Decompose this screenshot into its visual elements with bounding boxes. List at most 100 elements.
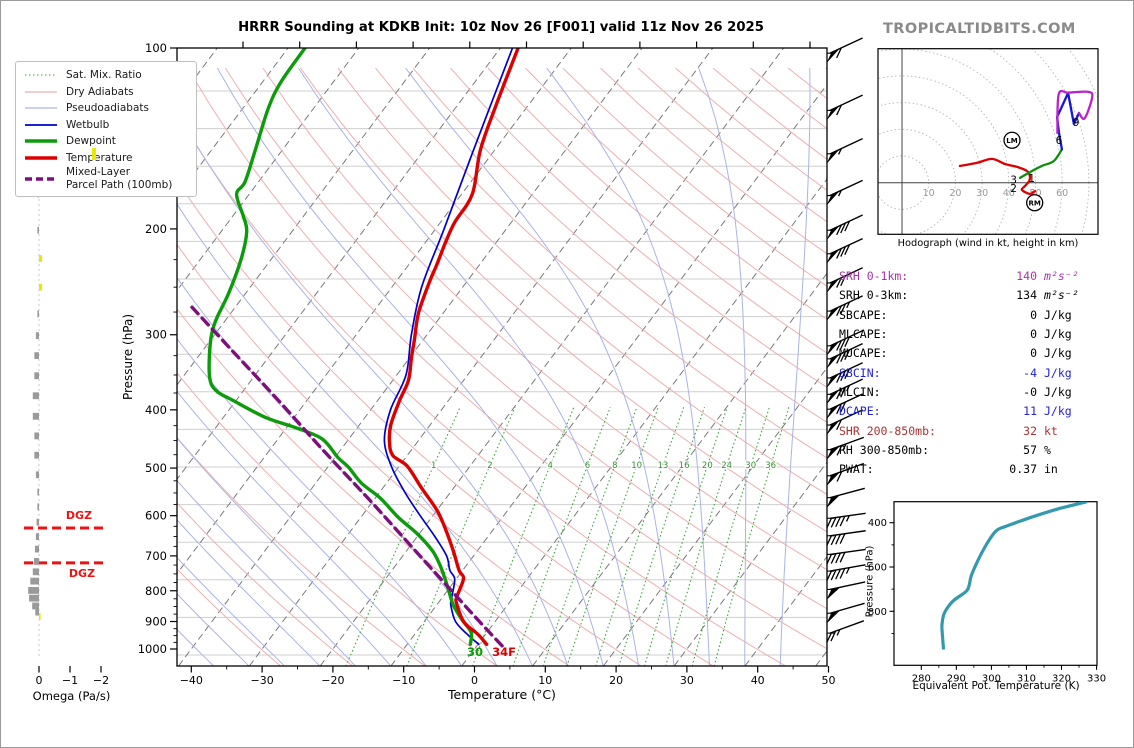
- legend-item-6: Mixed-Layer Parcel Path (100mb): [24, 166, 196, 191]
- svg-text:10: 10: [923, 188, 935, 199]
- legend-label: Sat. Mix. Ratio: [66, 69, 142, 81]
- hodograph: 10 20 30 40 50 60 123 69 RM LM: [877, 48, 1099, 235]
- legend-label: Pseudoadiabats: [66, 102, 149, 114]
- legend-label: Mixed-Layer Parcel Path (100mb): [66, 166, 173, 191]
- stat-unit: J/kg: [1044, 346, 1072, 361]
- svg-text:60: 60: [1056, 188, 1068, 199]
- stat-value: 0.37: [1009, 462, 1037, 477]
- svg-text:−20: −20: [321, 674, 344, 687]
- svg-text:16: 16: [679, 461, 690, 471]
- sounding-curves: [190, 48, 520, 649]
- svg-text:290: 290: [947, 673, 966, 684]
- legend-swatch: [25, 139, 57, 143]
- stat-value: 0: [1030, 346, 1037, 361]
- thetae-pressure-label: Pressure (hPa): [864, 545, 876, 618]
- svg-text:40: 40: [1003, 188, 1015, 199]
- stat-row-srh-0-3km: SRH 0-3km: 134 m²s⁻²: [839, 286, 1131, 305]
- stat-label: MLCIN:: [839, 385, 881, 400]
- svg-text:200: 200: [145, 222, 167, 236]
- pseudoadiabats: [177, 67, 811, 666]
- svg-text:700: 700: [145, 549, 167, 563]
- hodograph-caption: Hodograph (wind in kt, height in km): [897, 238, 1079, 249]
- svg-text:30: 30: [976, 188, 988, 199]
- wetbulb-curve: [383, 48, 514, 646]
- stat-row-mlcin: MLCIN: -0 J/kg: [839, 383, 1131, 402]
- svg-text:−2: −2: [93, 674, 109, 687]
- legend-item-3: Wetbulb: [24, 117, 196, 134]
- svg-text:24: 24: [721, 461, 732, 471]
- legend-label: Temperature: [66, 151, 133, 164]
- legend-label: Wetbulb: [66, 118, 110, 131]
- svg-text:400: 400: [145, 403, 167, 417]
- omega-axis-label: Omega (Pa/s): [32, 689, 111, 703]
- svg-text:36: 36: [765, 461, 776, 471]
- svg-text:1: 1: [1028, 173, 1035, 185]
- svg-text:10: 10: [538, 674, 552, 687]
- svg-text:0: 0: [36, 674, 43, 687]
- stat-value: 32: [1023, 423, 1037, 438]
- temperature-curve: [387, 48, 520, 646]
- stat-unit: m²s⁻²: [1044, 288, 1079, 303]
- legend-item-4: Dewpoint: [24, 133, 196, 150]
- stat-label: SHR 200-850mb:: [839, 423, 936, 438]
- svg-text:50: 50: [1029, 188, 1041, 199]
- svg-text:30: 30: [680, 674, 694, 687]
- stat-label: RH 300-850mb:: [839, 443, 930, 458]
- svg-text:40: 40: [751, 674, 765, 687]
- svg-text:330: 330: [1087, 673, 1106, 684]
- svg-text:10: 10: [631, 461, 642, 471]
- svg-text:1: 1: [431, 461, 436, 471]
- legend-item-0: Sat. Mix. Ratio: [24, 67, 196, 84]
- legend-yellow-tick: [92, 148, 96, 160]
- stat-row-mlcape: MLCAPE: 0 J/kg: [839, 325, 1131, 344]
- stat-unit: J/kg: [1044, 404, 1072, 419]
- svg-text:800: 800: [145, 584, 167, 598]
- svg-text:500: 500: [145, 461, 167, 475]
- skewt-background: 1 2 4 6 8 10 13 16 20 24 30 36: [177, 48, 827, 666]
- svg-text:800: 800: [868, 607, 887, 618]
- dewpoint-curve: [207, 48, 474, 646]
- svg-text:280: 280: [912, 673, 931, 684]
- stat-label: SBCAPE:: [839, 307, 888, 322]
- stat-value: -4: [1023, 365, 1037, 380]
- svg-text:30: 30: [745, 461, 756, 471]
- svg-text:900: 900: [145, 614, 167, 628]
- svg-text:320: 320: [1052, 673, 1071, 684]
- legend-swatch: [25, 107, 57, 109]
- svg-text:2: 2: [1010, 183, 1017, 195]
- stat-value: 57: [1023, 443, 1037, 458]
- stat-label: PWAT:: [839, 462, 874, 477]
- stat-unit: J/kg: [1044, 307, 1072, 322]
- surface-temperature-label: 34F: [492, 645, 516, 659]
- legend-item-5: Temperature: [24, 150, 196, 167]
- stat-label: DCAPE:: [839, 404, 881, 419]
- svg-text:0: 0: [471, 674, 478, 687]
- svg-text:13: 13: [657, 461, 668, 471]
- svg-text:20: 20: [609, 674, 623, 687]
- legend-swatch: [25, 91, 57, 93]
- stat-unit: J/kg: [1044, 365, 1072, 380]
- svg-text:RM: RM: [1029, 199, 1041, 207]
- svg-text:6: 6: [1056, 135, 1063, 147]
- svg-text:50: 50: [822, 674, 836, 687]
- legend-swatch: [25, 156, 57, 160]
- svg-text:4: 4: [547, 461, 552, 471]
- stats-panel: SRH 0-1km: 140 m²s⁻² SRH 0-3km: 134 m²s⁻² SBCA…: [839, 267, 1131, 480]
- pressure-axis-label: Pressure (hPa): [121, 313, 135, 401]
- svg-text:20: 20: [702, 461, 713, 471]
- svg-text:6: 6: [585, 461, 590, 471]
- svg-text:300: 300: [145, 328, 167, 342]
- stat-unit: in: [1044, 462, 1058, 477]
- legend-item-2: Pseudoadiabats: [24, 100, 196, 117]
- stat-value: 0: [1030, 307, 1037, 322]
- svg-text:300: 300: [982, 673, 1001, 684]
- thetae-curve: [940, 501, 1088, 650]
- svg-text:9: 9: [1073, 117, 1080, 129]
- mixing-ratio-lines: 1 2 4 6 8 10 13 16 20 24 30 36: [345, 406, 790, 666]
- legend-swatch: [25, 123, 57, 126]
- stat-label: MLCAPE:: [839, 327, 888, 342]
- svg-text:600: 600: [868, 563, 887, 574]
- legend-label: Dewpoint: [66, 135, 116, 147]
